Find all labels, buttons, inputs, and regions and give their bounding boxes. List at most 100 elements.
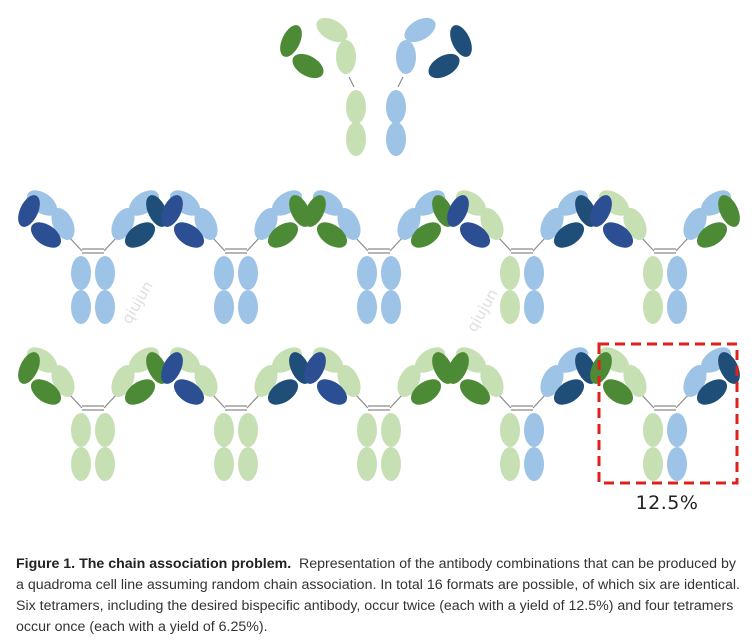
light-chain-domain	[161, 352, 183, 384]
light-chain-domain	[267, 379, 299, 405]
heavy-chain-fc-domain	[71, 447, 91, 481]
highlight-percentage: 12.5%	[635, 492, 699, 514]
light-chain-domain	[553, 222, 585, 248]
heavy-chain-fc-domain	[381, 413, 401, 447]
heavy-chain-fc-domain	[500, 256, 520, 290]
heavy-chain-fc-domain	[381, 290, 401, 324]
antibody-r2-c1	[18, 347, 168, 481]
hinge-line	[389, 236, 404, 252]
light-chain-domain	[590, 352, 612, 384]
caption-title: Figure 1. The chain association problem.	[16, 556, 292, 572]
heavy-chain-fc-domain	[500, 413, 520, 447]
light-chain-domain	[447, 352, 469, 384]
heavy-chain-fc-domain	[238, 290, 258, 324]
light-chain-domain	[18, 352, 40, 384]
heavy-chain-fc-domain	[357, 413, 377, 447]
hinge-line	[640, 236, 655, 252]
hinge-line	[103, 393, 118, 409]
light-chain-domain	[173, 222, 205, 248]
heavy-chain-fc-domain	[667, 256, 687, 290]
heavy-chain-fc-domain	[667, 290, 687, 324]
heavy-chain-fc-domain	[381, 256, 401, 290]
heavy-chain-fc-domain	[95, 256, 115, 290]
antibody-r1-c1	[18, 190, 168, 324]
heavy-chain-fc-domain	[95, 447, 115, 481]
hinge-line	[497, 236, 512, 252]
light-chain-domain	[304, 352, 326, 384]
heavy-chain-fc-domain	[214, 447, 234, 481]
heavy-chain-fab-domain	[404, 17, 436, 43]
hinge-line	[640, 393, 655, 409]
heavy-chain-fc-domain	[214, 413, 234, 447]
heavy-chain-fc-domain	[214, 256, 234, 290]
heavy-chain-fc-domain	[381, 447, 401, 481]
light-chain-domain	[316, 379, 348, 405]
antibody-r2-c2	[161, 347, 311, 481]
heavy-chain-fc-domain	[500, 447, 520, 481]
light-chain-domain	[30, 222, 62, 248]
heavy-chain-fc-domain	[214, 290, 234, 324]
heavy-chain-fc-domain	[238, 447, 258, 481]
hinge-line	[397, 76, 404, 88]
antibody-r1-c3	[304, 190, 454, 324]
heavy-chain-fc-domain	[238, 256, 258, 290]
heavy-chain-fc-domain	[346, 90, 366, 124]
heavy-chain-fc-domain	[524, 290, 544, 324]
heavy-chain-fc-domain	[524, 256, 544, 290]
hinge-line	[675, 236, 690, 252]
hinge-line	[532, 236, 547, 252]
heavy-chain-fab-domain	[336, 40, 356, 74]
heavy-chain-fc-domain	[71, 413, 91, 447]
heavy-chain-fc-domain	[643, 256, 663, 290]
hinge-line	[211, 393, 226, 409]
heavy-chain-fc-domain	[346, 122, 366, 156]
light-chain-domain	[124, 222, 156, 248]
heavy-chain-fc-domain	[524, 413, 544, 447]
light-chain-domain	[161, 195, 183, 227]
antibody-r2-c3	[304, 347, 454, 481]
hinge-line	[354, 393, 369, 409]
heavy-chain-fc-domain	[500, 290, 520, 324]
light-chain-domain	[410, 379, 442, 405]
hinge-line	[354, 236, 369, 252]
heavy-chain-fab-domain	[316, 17, 348, 43]
heavy-chain-fc-domain	[95, 413, 115, 447]
hinge-line	[675, 393, 690, 409]
heavy-chain-fc-domain	[386, 122, 406, 156]
light-chain-domain	[428, 53, 460, 79]
antibody-r1-c5	[590, 190, 740, 324]
light-chain-domain	[30, 379, 62, 405]
light-chain-domain	[304, 195, 326, 227]
hinge-line	[532, 393, 547, 409]
heavy-chain-fc-domain	[357, 290, 377, 324]
light-chain-domain	[718, 195, 740, 227]
hinge-line	[497, 393, 512, 409]
hinge-line	[211, 236, 226, 252]
hinge-line	[389, 393, 404, 409]
parent-half-antibody-1	[280, 17, 366, 156]
light-chain-domain	[718, 352, 740, 384]
parent-half-antibody-2	[386, 17, 472, 156]
figure-caption: Figure 1. The chain association problem.…	[16, 554, 740, 638]
light-chain-domain	[696, 379, 728, 405]
light-chain-domain	[267, 222, 299, 248]
light-chain-domain	[316, 222, 348, 248]
hinge-line	[246, 236, 261, 252]
antibody-r1-c2	[161, 190, 311, 324]
heavy-chain-fab-domain	[396, 40, 416, 74]
light-chain-domain	[459, 379, 491, 405]
light-chain-domain	[602, 379, 634, 405]
antibody-r2-c5	[590, 347, 740, 481]
antibody-r1-c4	[447, 190, 597, 324]
heavy-chain-fc-domain	[667, 447, 687, 481]
heavy-chain-fc-domain	[643, 413, 663, 447]
hinge-line	[246, 393, 261, 409]
light-chain-domain	[602, 222, 634, 248]
light-chain-domain	[450, 25, 472, 57]
heavy-chain-fc-domain	[357, 256, 377, 290]
hinge-line	[348, 76, 355, 88]
heavy-chain-fc-domain	[357, 447, 377, 481]
heavy-chain-fc-domain	[667, 413, 687, 447]
hinge-line	[103, 236, 118, 252]
